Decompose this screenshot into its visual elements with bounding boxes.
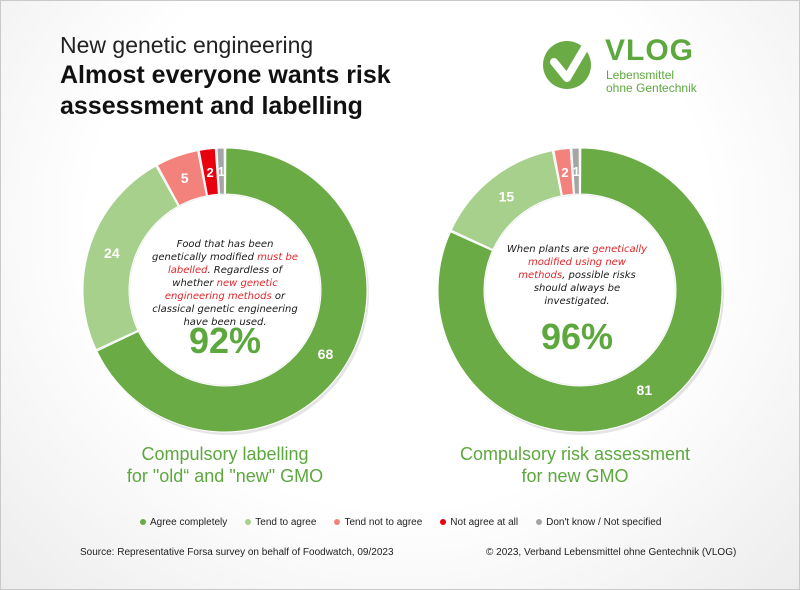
chart2-total-percent: 96% bbox=[540, 316, 614, 357]
chart1-label-tend-to-agree: 24 bbox=[104, 245, 120, 261]
chart1-slice-tend-to-agree bbox=[82, 165, 179, 351]
chart2-text-part1: When plants are bbox=[506, 244, 593, 255]
legend-item-agree-completely: Agree completely bbox=[140, 517, 227, 528]
vlog-logo: VLOG Lebensmittel ohne Gentechnik bbox=[541, 34, 741, 95]
chart2-title-line2: for new GMO bbox=[521, 466, 629, 486]
chart1-label-tend-not-to-agree: 5 bbox=[181, 170, 189, 186]
chart-legend: Agree completely Tend to agree Tend not … bbox=[140, 515, 661, 529]
legend-label-tend-to-agree: Tend to agree bbox=[255, 516, 317, 528]
chart1-label-dont-know: 1 bbox=[218, 164, 225, 179]
logo-name: VLOG bbox=[605, 34, 695, 67]
chart2-donut-hole bbox=[485, 195, 675, 385]
legend-item-dont-know: Don't know / Not specified bbox=[536, 517, 661, 528]
chart1-title: Compulsory labelling for "old“ and "new"… bbox=[100, 443, 350, 487]
chart1-slice-agree-completely bbox=[96, 147, 368, 433]
chart1-label-not-agree-at-all: 2 bbox=[206, 165, 213, 180]
chart2-text-highlight1: genetically modified using new methods bbox=[518, 244, 648, 281]
chart1-text-highlight1: must be labelled bbox=[167, 252, 298, 276]
chart2-slice-tend-not-to-agree bbox=[553, 147, 574, 197]
legend-dot-dont-know bbox=[536, 519, 543, 525]
chart2-title-line1: Compulsory risk assessment bbox=[459, 444, 691, 464]
chart1-text-highlight2: new genetic engineering methods bbox=[164, 278, 278, 302]
chart2-slice-agree-completely bbox=[437, 147, 723, 433]
chart1-text-part3: . Regardless of whether bbox=[172, 265, 283, 289]
legend-dot-tend-to-agree bbox=[245, 519, 252, 525]
vlog-checkmark-icon bbox=[543, 40, 591, 89]
legend-dot-tend-not-to-agree bbox=[334, 519, 341, 525]
legend-label-not-agree-at-all: Not agree at all bbox=[450, 516, 519, 528]
chart1-text-part5: or classical genetic engineering have be… bbox=[152, 291, 298, 328]
chart2-label-tend-to-agree: 15 bbox=[499, 188, 515, 204]
chart1-text-part1: Food that has been genetically modified bbox=[152, 239, 274, 263]
chart1-slice-not-agree-at-all bbox=[198, 147, 219, 197]
logo-tagline: Lebensmittel ohne Gentechnik bbox=[606, 69, 697, 95]
legend-label-tend-not-to-agree: Tend not to agree bbox=[344, 516, 423, 528]
legend-item-tend-to-agree: Tend to agree bbox=[245, 517, 316, 528]
chart2-label-agree-completely: 81 bbox=[637, 382, 653, 398]
logo-tagline-line2: ohne Gentechnik bbox=[606, 81, 697, 95]
legend-item-not-agree-at-all: Not agree at all bbox=[440, 517, 518, 528]
chart2-center-text: When plants are genetically modified usi… bbox=[504, 243, 650, 308]
chart2-label-tend-not-to-agree: 2 bbox=[561, 165, 568, 180]
legend-dot-agree-completely bbox=[140, 519, 146, 525]
page-subtitle: New genetic engineering bbox=[60, 32, 314, 58]
legend-label-agree-completely: Agree completely bbox=[150, 516, 228, 528]
chart1-donut-hole bbox=[130, 195, 320, 385]
chart1-label-agree-completely: 68 bbox=[318, 346, 334, 362]
legend-item-tend-not-to-agree: Tend not to agree bbox=[334, 517, 422, 528]
chart1-total-percent: 92% bbox=[188, 320, 262, 361]
chart1-title-line2: for "old“ and "new" GMO bbox=[126, 466, 324, 486]
page-title: Almost everyone wants risk assessment an… bbox=[60, 61, 391, 120]
chart2-text-part3: , possible risks should always be invest… bbox=[533, 270, 636, 307]
chart1-title-line1: Compulsory labelling bbox=[141, 444, 309, 464]
chart1-slice-dont-know bbox=[216, 147, 225, 195]
chart2-label-dont-know: 1 bbox=[573, 164, 580, 179]
chart2-slice-dont-know bbox=[571, 147, 580, 195]
logo-tagline-line1: Lebensmittel bbox=[606, 68, 675, 82]
legend-dot-not-agree-at-all bbox=[440, 519, 447, 525]
chart1-slice-tend-not-to-agree bbox=[156, 150, 208, 207]
chart1-center-text: Food that has been genetically modified … bbox=[152, 238, 298, 329]
copyright-note: © 2023, Verband Lebensmittel ohne Gentec… bbox=[486, 547, 737, 558]
legend-label-dont-know: Don't know / Not specified bbox=[546, 516, 662, 528]
chart2-slice-tend-to-agree bbox=[450, 150, 562, 251]
source-note: Source: Representative Forsa survey on b… bbox=[80, 547, 394, 558]
chart2-title: Compulsory risk assessment for new GMO bbox=[440, 443, 710, 487]
